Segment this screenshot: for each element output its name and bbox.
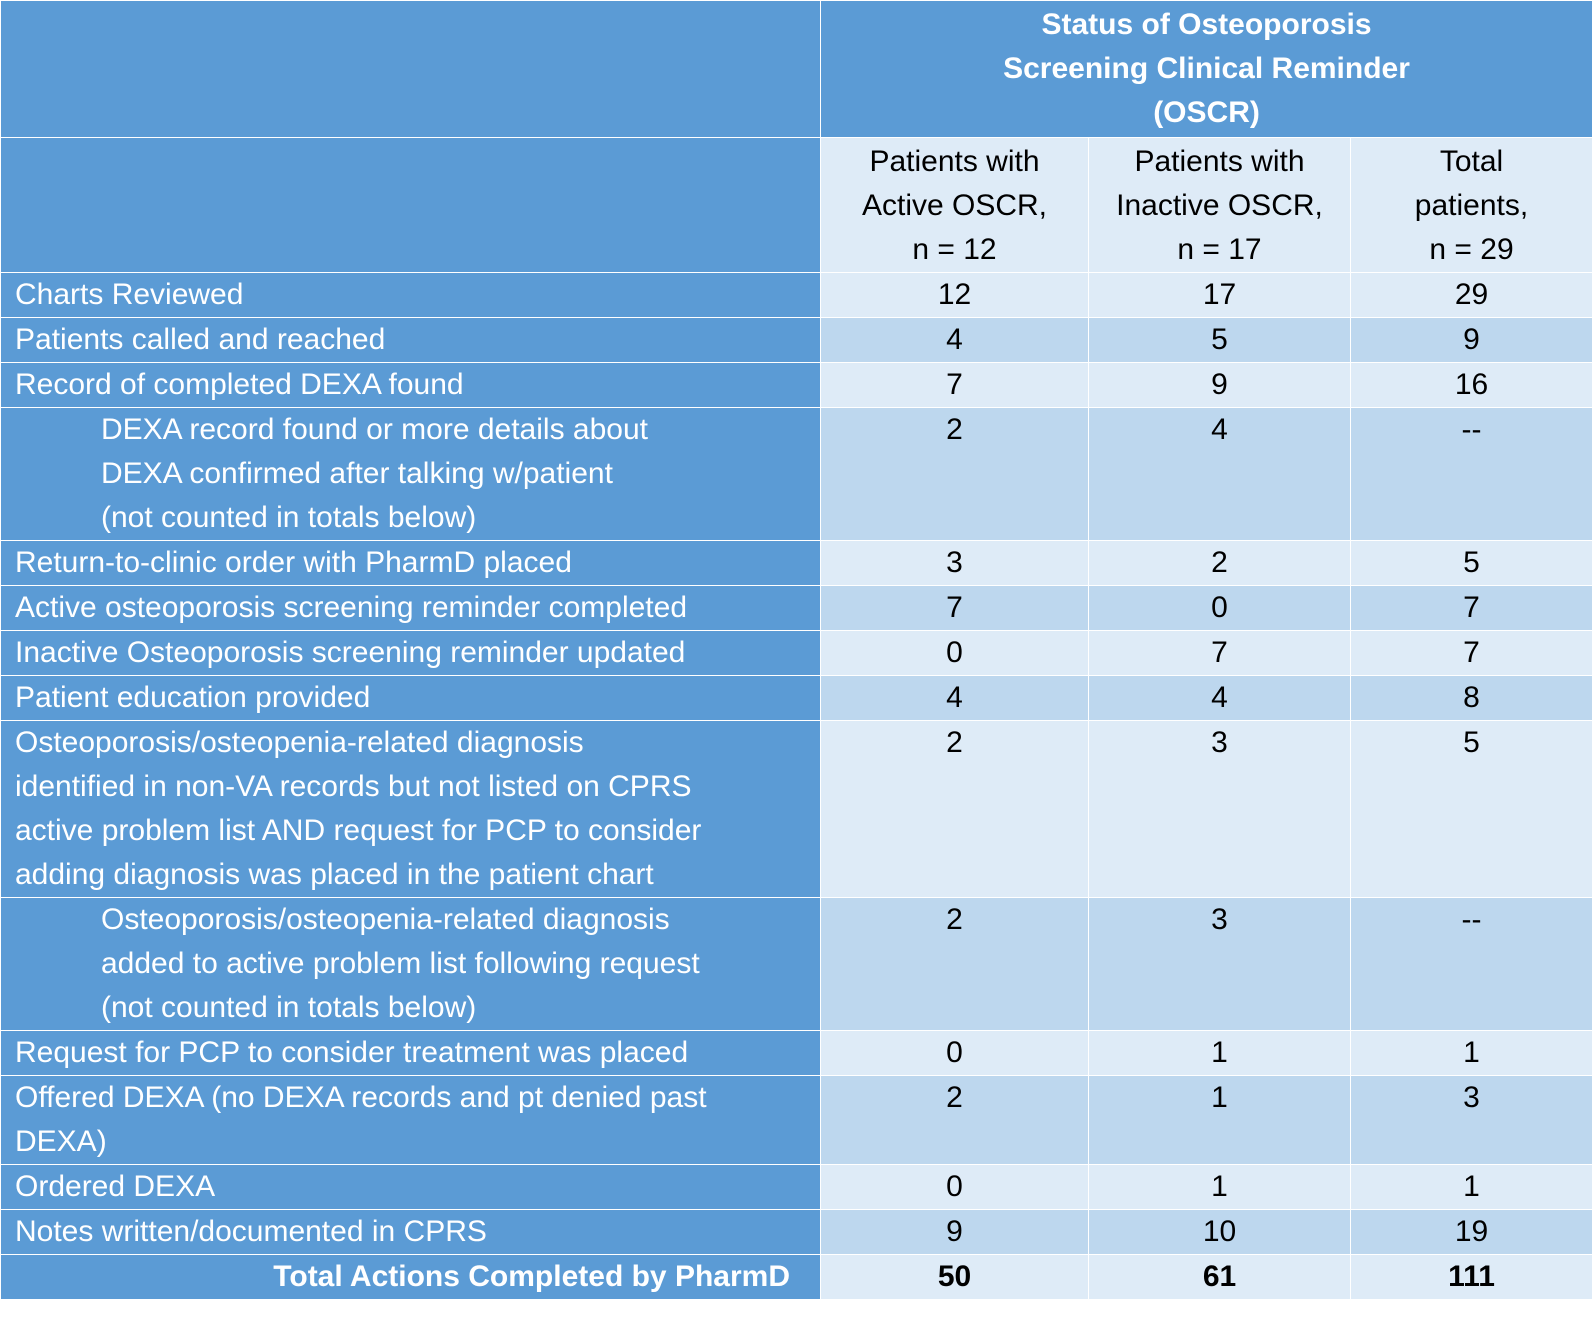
total-label: Total Actions Completed by PharmD	[0, 1254, 821, 1300]
cell-active: 0	[820, 630, 1089, 676]
cell-inactive: 3	[1088, 720, 1351, 898]
row-label: Charts Reviewed	[0, 272, 821, 318]
cell-total: 19	[1349, 1209, 1592, 1255]
cell-total: 7	[1349, 630, 1592, 676]
cell-total: --	[1349, 407, 1592, 541]
cell-inactive: 1	[1088, 1075, 1351, 1165]
cell-inactive: 2	[1088, 540, 1351, 586]
cell-active: 9	[820, 1209, 1089, 1255]
cell-inactive: 17	[1088, 272, 1351, 318]
cell-active: 0	[820, 1030, 1089, 1076]
cell-active: 7	[820, 585, 1089, 631]
table-row: Osteoporosis/osteopenia-related diagnosi…	[0, 720, 1592, 898]
cell-total: 9	[1349, 317, 1592, 363]
cell-total: --	[1349, 897, 1592, 1031]
row-label: Inactive Osteoporosis screening reminder…	[0, 630, 821, 676]
row-label: Ordered DEXA	[0, 1164, 821, 1210]
table-row: Ordered DEXA 0 1 1	[0, 1164, 1592, 1210]
cell-inactive: 9	[1088, 362, 1351, 408]
table-title: Status of Osteoporosis Screening Clinica…	[819, 0, 1592, 138]
cell-total: 29	[1349, 272, 1592, 318]
table-row: Offered DEXA (no DEXA records and pt den…	[0, 1075, 1592, 1165]
cell-total: 5	[1349, 540, 1592, 586]
cell-inactive: 1	[1088, 1030, 1351, 1076]
row-label: Osteoporosis/osteopenia-related diagnosi…	[0, 720, 821, 898]
cell-inactive: 7	[1088, 630, 1351, 676]
cell-active: 4	[820, 675, 1089, 721]
cell-active: 2	[820, 1075, 1089, 1165]
table-row: DEXA record found or more details about …	[0, 407, 1592, 541]
empty-header-cell	[0, 137, 821, 273]
table-row: Request for PCP to consider treatment wa…	[0, 1030, 1592, 1076]
cell-active: 12	[820, 272, 1089, 318]
total-row: Total Actions Completed by PharmD 50 61 …	[0, 1254, 1592, 1300]
cell-inactive: 4	[1088, 675, 1351, 721]
cell-inactive: 10	[1088, 1209, 1351, 1255]
cell-active: 2	[820, 720, 1089, 898]
cell-total: 3	[1349, 1075, 1592, 1165]
row-label: Patients called and reached	[0, 317, 821, 363]
row-label: Osteoporosis/osteopenia-related diagnosi…	[0, 897, 821, 1031]
row-label: DEXA record found or more details about …	[0, 407, 821, 541]
table-row: Active osteoporosis screening reminder c…	[0, 585, 1592, 631]
column-header-inactive: Patients with Inactive OSCR, n = 17	[1088, 137, 1351, 273]
column-header-total: Total patients, n = 29	[1349, 137, 1592, 273]
empty-corner-cell	[0, 0, 821, 138]
column-header-active: Patients with Active OSCR, n = 12	[820, 137, 1089, 273]
table-row: Osteoporosis/osteopenia-related diagnosi…	[0, 897, 1592, 1031]
total-active: 50	[820, 1254, 1089, 1300]
column-header-row: Patients with Active OSCR, n = 12 Patien…	[0, 137, 1592, 273]
row-label: Patient education provided	[0, 675, 821, 721]
cell-total: 8	[1349, 675, 1592, 721]
total-inactive: 61	[1088, 1254, 1351, 1300]
table-row: Patients called and reached 4 5 9	[0, 317, 1592, 363]
cell-active: 3	[820, 540, 1089, 586]
title-row: Status of Osteoporosis Screening Clinica…	[0, 0, 1592, 138]
cell-total: 1	[1349, 1164, 1592, 1210]
cell-total: 16	[1349, 362, 1592, 408]
row-label: Offered DEXA (no DEXA records and pt den…	[0, 1075, 821, 1165]
cell-inactive: 4	[1088, 407, 1351, 541]
cell-inactive: 0	[1088, 585, 1351, 631]
cell-inactive: 5	[1088, 317, 1351, 363]
cell-active: 4	[820, 317, 1089, 363]
row-label: Record of completed DEXA found	[0, 362, 821, 408]
cell-inactive: 1	[1088, 1164, 1351, 1210]
cell-active: 2	[820, 407, 1089, 541]
table-row: Record of completed DEXA found 7 9 16	[0, 362, 1592, 408]
cell-active: 0	[820, 1164, 1089, 1210]
cell-active: 2	[820, 897, 1089, 1031]
table-row: Inactive Osteoporosis screening reminder…	[0, 630, 1592, 676]
row-label: Notes written/documented in CPRS	[0, 1209, 821, 1255]
row-label: Request for PCP to consider treatment wa…	[0, 1030, 821, 1076]
cell-total: 1	[1349, 1030, 1592, 1076]
row-label: Active osteoporosis screening reminder c…	[0, 585, 821, 631]
row-label: Return-to-clinic order with PharmD place…	[0, 540, 821, 586]
cell-inactive: 3	[1088, 897, 1351, 1031]
cell-total: 7	[1349, 585, 1592, 631]
table-row: Charts Reviewed 12 17 29	[0, 272, 1592, 318]
cell-total: 5	[1349, 720, 1592, 898]
cell-active: 7	[820, 362, 1089, 408]
total-total: 111	[1349, 1254, 1592, 1300]
table-row: Notes written/documented in CPRS 9 10 19	[0, 1209, 1592, 1255]
table-row: Return-to-clinic order with PharmD place…	[0, 540, 1592, 586]
table-row: Patient education provided 4 4 8	[0, 675, 1592, 721]
